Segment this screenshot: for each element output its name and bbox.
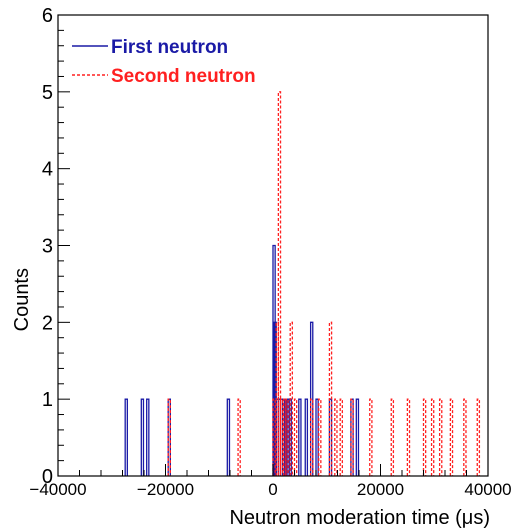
bar-second-neutron-15 <box>350 398 354 476</box>
bar-second-neutron-23 <box>463 398 467 476</box>
y-tick-label-0: 0 <box>42 466 53 488</box>
bar-first-neutron-17 <box>315 398 319 476</box>
bar-second-neutron-13 <box>334 398 338 476</box>
x-tick-label-4: 40000 <box>464 480 511 499</box>
x-tick-label-0: −40000 <box>29 480 86 499</box>
ticks-layer <box>57 14 489 477</box>
bar-first-neutron-4 <box>226 398 231 476</box>
bar-first-neutron-5 <box>272 244 276 476</box>
bar-second-neutron-10 <box>309 398 314 476</box>
bar-first-neutron-0 <box>124 398 128 476</box>
bar-second-neutron-12 <box>328 321 333 476</box>
bar-first-neutron-15 <box>304 398 309 476</box>
legend-label-first-neutron: First neutron <box>111 37 228 58</box>
y-tick-label-2: 2 <box>42 312 53 334</box>
bars-layer <box>124 91 481 476</box>
bar-second-neutron-19 <box>422 398 427 476</box>
bar-second-neutron-17 <box>390 398 395 476</box>
bar-second-neutron-21 <box>438 398 443 476</box>
x-tick-label-3: 20000 <box>357 480 404 499</box>
bar-second-neutron-16 <box>369 398 373 476</box>
tick-labels: −40000 −20000 0 20000 40000 0 1 2 3 4 5 6 <box>29 5 511 499</box>
x-axis-title: Neutron moderation time (μs) <box>229 507 490 529</box>
y-tick-label-1: 1 <box>42 389 53 411</box>
bar-second-neutron-11 <box>318 398 322 476</box>
bar-second-neutron-4 <box>277 91 282 476</box>
x-tick-label-1: −20000 <box>137 480 194 499</box>
bar-second-neutron-22 <box>449 398 454 476</box>
bar-second-neutron-1 <box>237 398 241 476</box>
legend-label-second-neutron: Second neutron <box>111 66 256 87</box>
bar-second-neutron-6 <box>283 398 287 476</box>
bar-first-neutron-20 <box>355 398 360 476</box>
y-tick-label-5: 5 <box>42 82 53 104</box>
bar-second-neutron-5 <box>279 398 284 476</box>
bar-first-neutron-14 <box>298 398 302 476</box>
bar-second-neutron-0 <box>167 398 171 476</box>
bar-second-neutron-8 <box>289 321 293 476</box>
y-tick-label-6: 6 <box>42 5 53 27</box>
y-tick-label-4: 4 <box>42 159 53 181</box>
legend: First neutron Second neutron <box>72 37 256 87</box>
bar-first-neutron-1 <box>140 398 145 476</box>
bar-second-neutron-9 <box>293 398 298 476</box>
bar-second-neutron-7 <box>285 398 289 476</box>
bar-second-neutron-18 <box>406 398 411 476</box>
y-tick-label-3: 3 <box>42 236 53 258</box>
bar-second-neutron-24 <box>476 398 481 476</box>
bar-second-neutron-20 <box>430 398 435 476</box>
y-axis-title: Counts <box>11 268 33 331</box>
bar-second-neutron-2 <box>272 398 276 476</box>
bar-first-neutron-2 <box>146 398 150 476</box>
x-tick-label-2: 0 <box>268 480 277 499</box>
bar-second-neutron-14 <box>339 398 343 476</box>
